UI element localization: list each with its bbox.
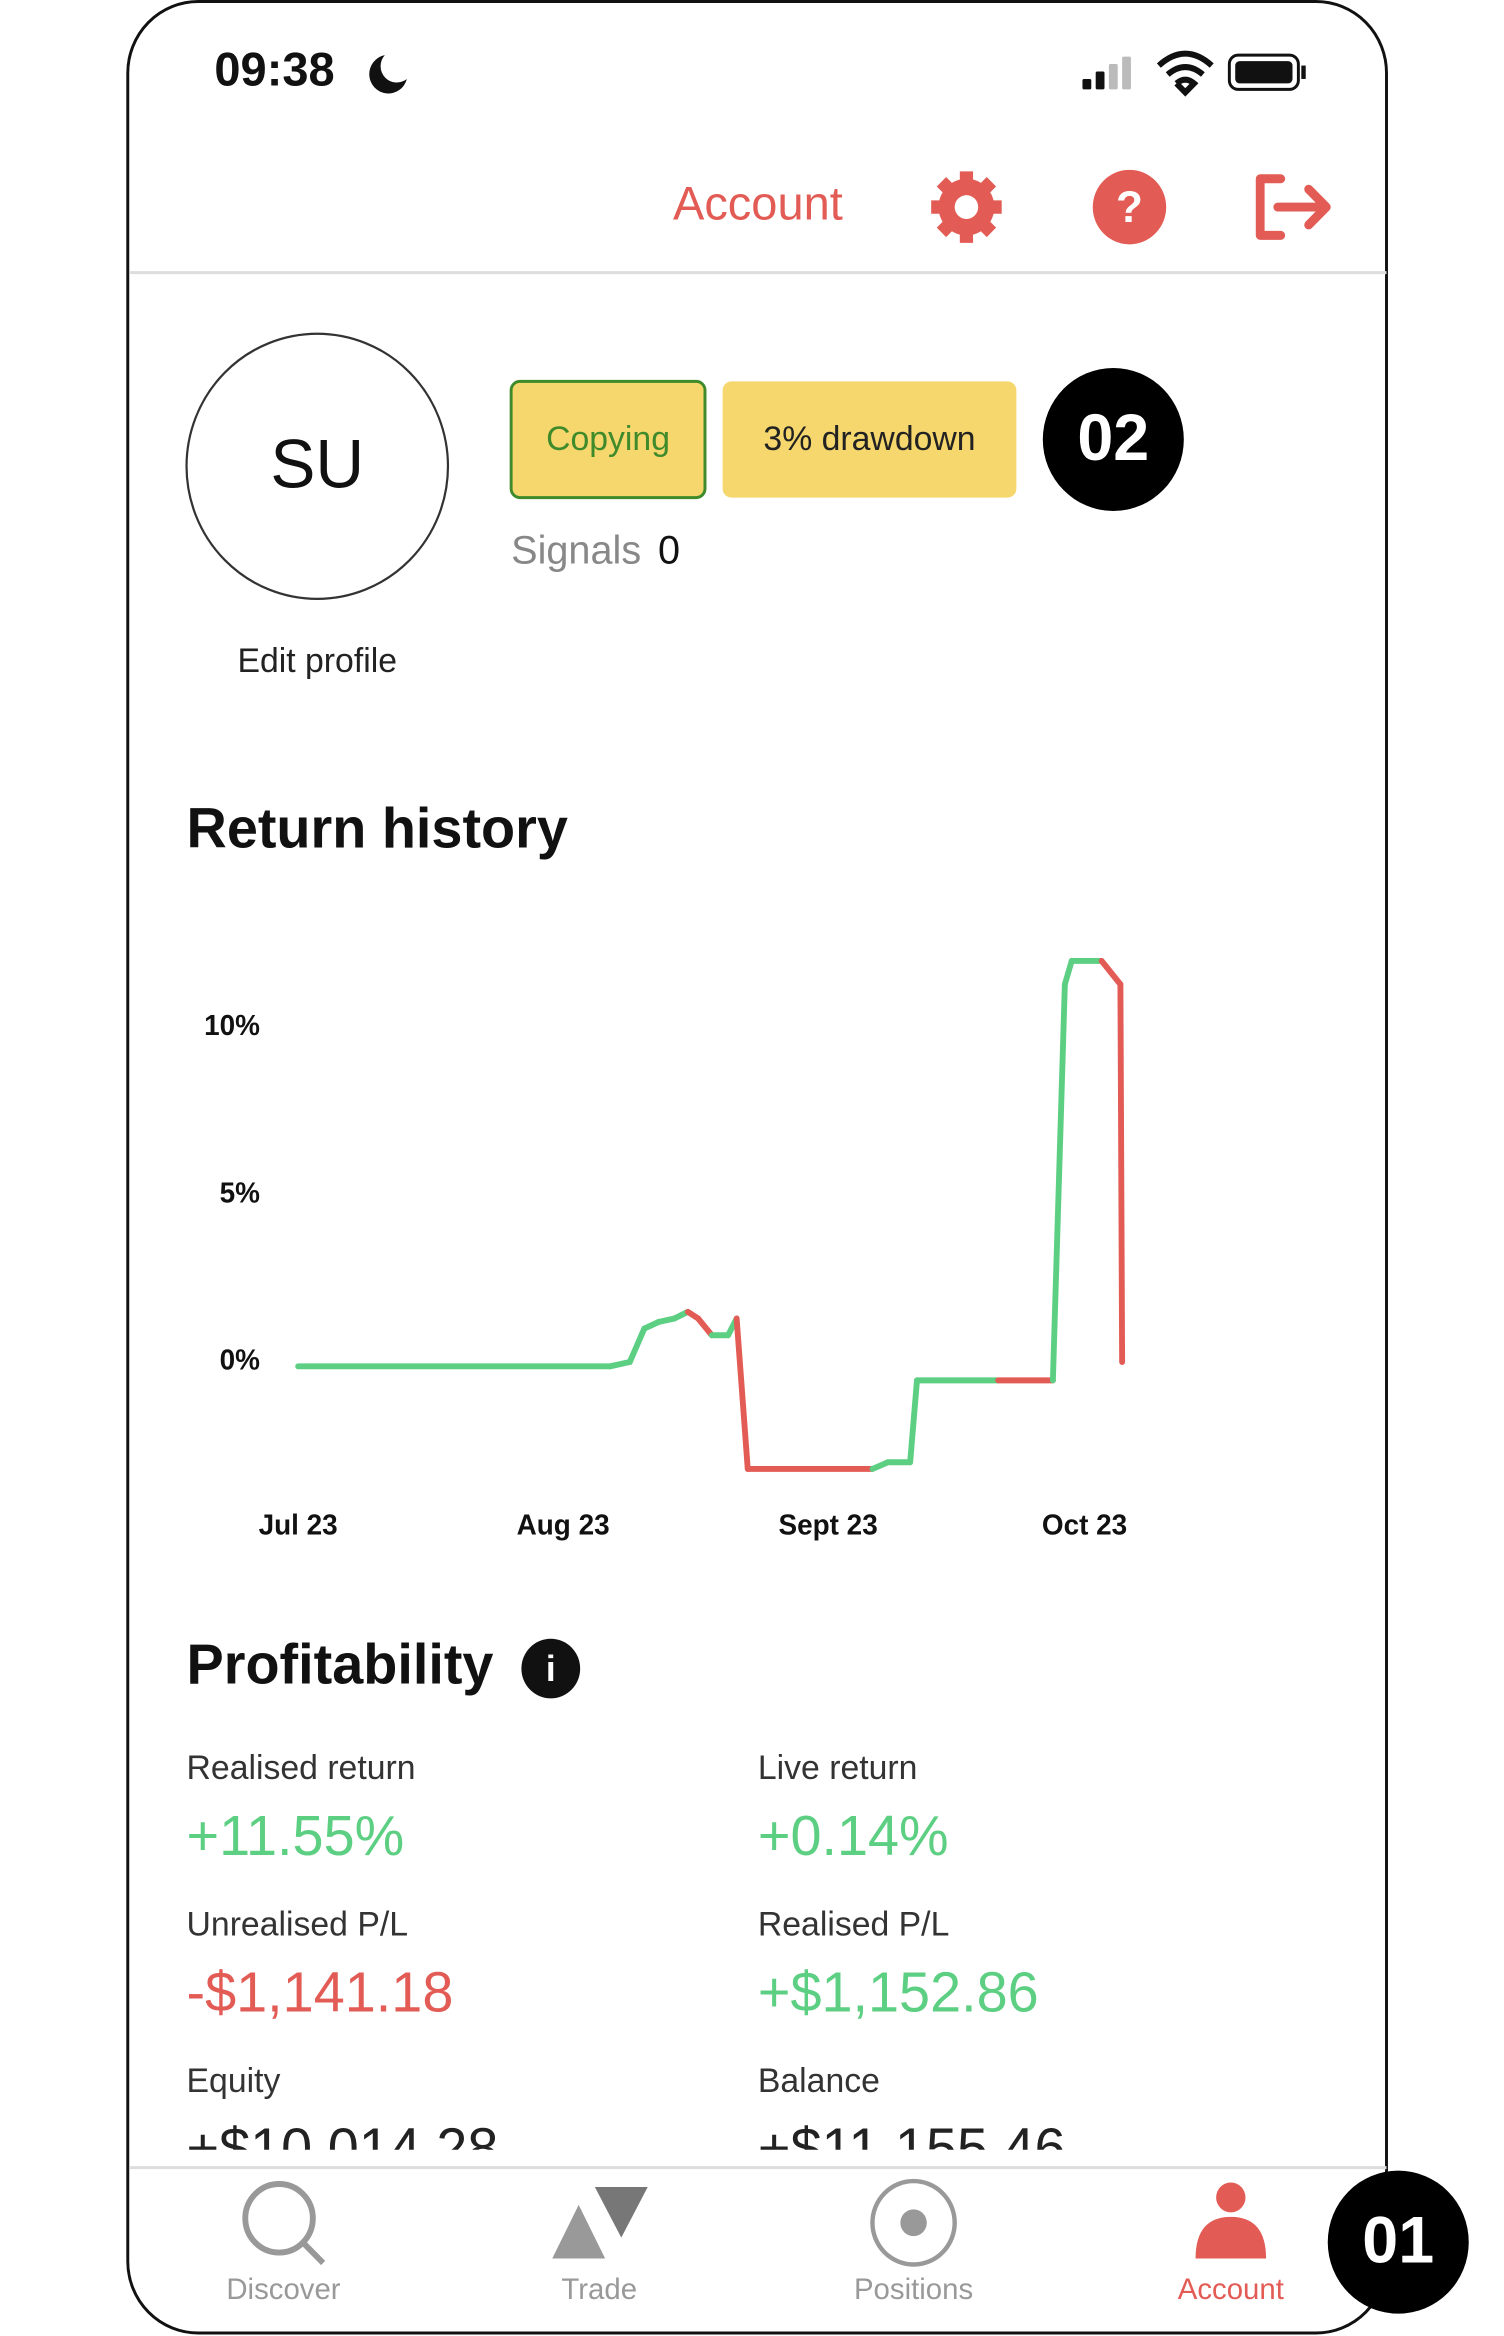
line-segment (733, 1315, 751, 1472)
line-segment (1098, 957, 1124, 988)
signal-icon (1082, 56, 1131, 90)
phone-frame (126, 0, 1388, 2335)
signals-label: Signals (511, 528, 641, 572)
avatar-initials: SU (270, 426, 364, 503)
drawdown-badge (722, 381, 1017, 498)
section-title: Profitability (187, 1632, 494, 1695)
metric-value: +$11,155.46 (758, 2116, 1066, 2179)
y-tick-label: 5% (220, 1177, 260, 1208)
metric-label: Live return (758, 1749, 918, 1787)
x-tick-label: Aug 23 (517, 1509, 610, 1540)
metric-label: Realised return (187, 1749, 416, 1787)
line-segment (695, 1315, 715, 1339)
y-tick-label: 10% (204, 1010, 260, 1041)
annotation-label: 02 (1077, 400, 1149, 474)
battery-icon (1227, 53, 1306, 91)
discover-icon (242, 2181, 326, 2266)
tab-label[interactable]: Trade (561, 2273, 637, 2306)
metric-value: -$1,141.18 (187, 1960, 454, 2023)
help-button[interactable]: ? (1092, 169, 1167, 245)
positions-icon (870, 2178, 957, 2267)
line-segment (1117, 981, 1126, 1365)
metrics-clip: +$10,014.28 +$11,155.46 (187, 2116, 1066, 2179)
tab-label[interactable]: Account (1178, 2273, 1284, 2306)
header-title: Account (673, 177, 843, 230)
wifi-icon (1156, 50, 1214, 97)
line-segment (1061, 957, 1075, 988)
x-tick-label: Oct 23 (1042, 1509, 1127, 1540)
tab-label[interactable]: Discover (226, 2273, 340, 2306)
metrics: +$10,014.28 +$11,155.46 Realised return +11… (187, 1749, 1066, 2179)
x-tick-label: Jul 23 (259, 1509, 338, 1540)
copying-badge (509, 379, 707, 500)
moon-icon (369, 55, 407, 94)
signals-count: 0 (658, 528, 680, 572)
tabs: Discover Trade Positions Account (226, 2273, 1284, 2306)
x-tick-label: Sept 23 (778, 1509, 877, 1540)
annotation-label: 01 (1362, 2203, 1434, 2277)
logout-button[interactable] (1255, 174, 1331, 240)
account-icon (1195, 2182, 1267, 2259)
y-tick-label: 0% (220, 1344, 260, 1375)
metric-label: Balance (758, 2062, 880, 2100)
line-segment (607, 1359, 633, 1370)
tab-label[interactable]: Positions (854, 2273, 973, 2306)
avatar[interactable] (185, 332, 450, 601)
chart-title: Return history (187, 796, 568, 859)
metric-value: +0.14% (758, 1803, 949, 1866)
metric-label: Equity (187, 2062, 281, 2100)
badge-text: 3% drawdown (763, 420, 975, 458)
settings-button[interactable] (931, 171, 1002, 243)
metric-value: +11.55% (187, 1803, 405, 1866)
trade-icon (552, 2187, 648, 2259)
svg-text:i: i (546, 1649, 556, 1689)
info-icon[interactable]: i (521, 1638, 581, 1699)
status-time: 09:38 (214, 43, 334, 96)
svg-text:?: ? (1116, 183, 1143, 232)
metric-label: Unrealised P/L (187, 1905, 409, 1943)
badge-text: Copying (546, 420, 670, 458)
line-segment (1049, 981, 1068, 1384)
metric-value: +$10,014.28 (187, 2116, 499, 2179)
line-segment (907, 1377, 920, 1466)
line-segment (626, 1325, 648, 1365)
annotation-badge (1042, 367, 1184, 511)
metric-value: +$1,152.86 (758, 1960, 1039, 2023)
annotation-badge (1327, 2170, 1469, 2314)
edit-profile-link[interactable]: Edit profile (237, 642, 397, 680)
return-chart: 0% 5% 10% Jul 23 Aug 23 Sept 23 Oct 23 (204, 957, 1127, 1541)
metric-label: Realised P/L (758, 1905, 949, 1943)
